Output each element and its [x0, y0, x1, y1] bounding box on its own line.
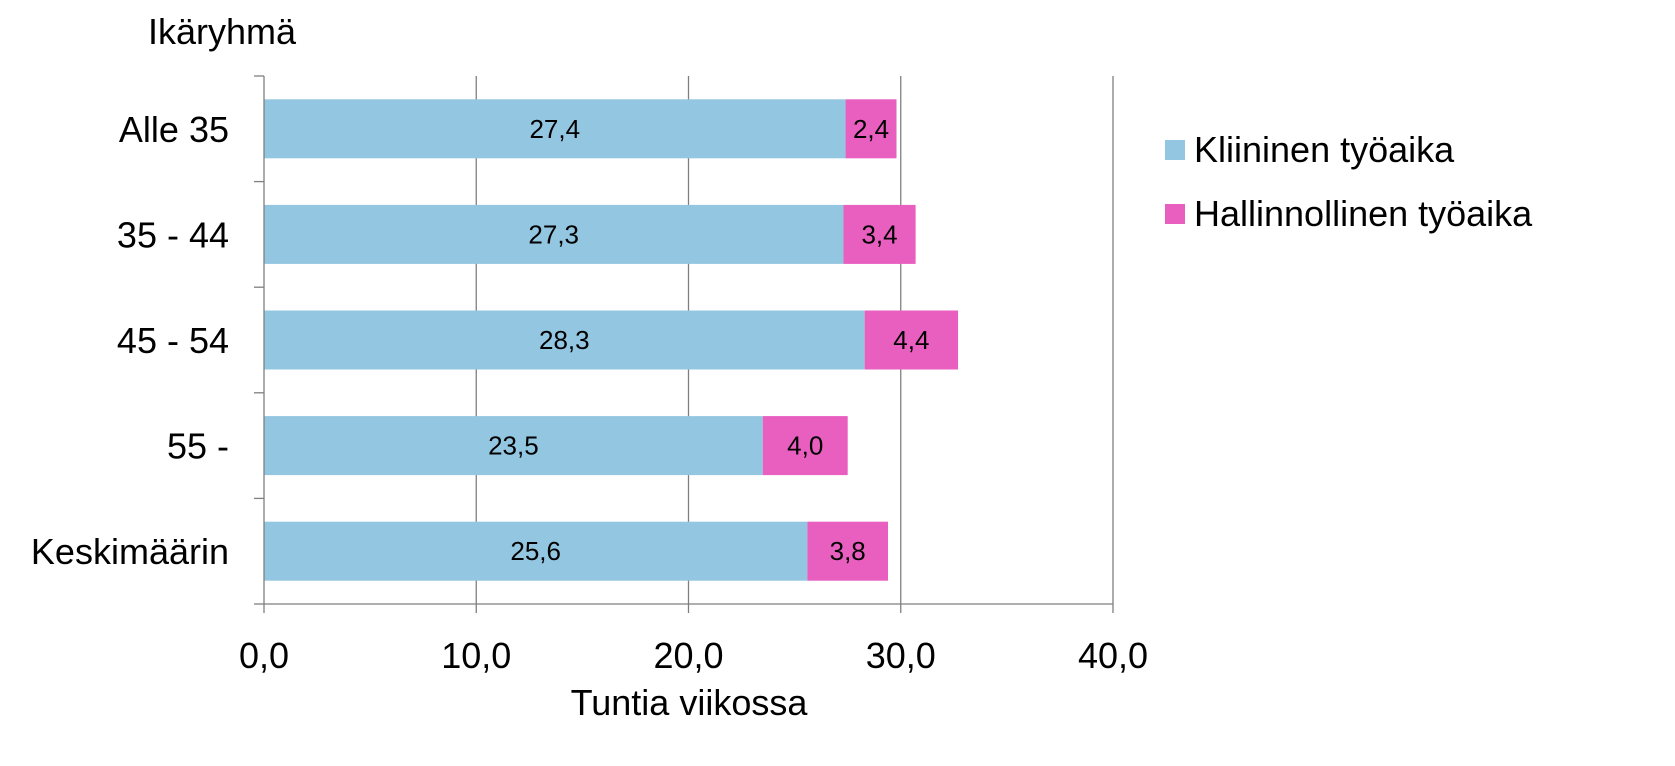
x-tick-label: 40,0 — [1078, 635, 1148, 676]
category-label: 55 - — [167, 426, 229, 467]
x-tick-label: 10,0 — [441, 635, 511, 676]
category-label: Keskimäärin — [31, 531, 229, 572]
x-axis-title: Tuntia viikossa — [571, 682, 809, 723]
data-label: 25,6 — [510, 536, 561, 566]
x-tick-label: 0,0 — [239, 635, 289, 676]
legend-swatch — [1165, 140, 1185, 160]
data-label: 2,4 — [853, 114, 889, 144]
category-label: 35 - 44 — [117, 214, 229, 255]
category-label: Alle 35 — [119, 109, 229, 150]
data-label: 3,4 — [861, 219, 897, 249]
axes: Alle 35 35 - 44 45 - 54 55 - Keskimäärin 0,0 1… — [31, 75, 1148, 676]
x-tick-label: 20,0 — [653, 635, 723, 676]
category-label: 45 - 54 — [117, 320, 229, 361]
bar-segment — [264, 310, 865, 370]
bar-segment — [845, 99, 897, 159]
data-label: 27,3 — [528, 219, 579, 249]
data-label: 4,0 — [787, 431, 823, 461]
bar-segment — [807, 521, 889, 581]
data-label: 27,4 — [529, 114, 580, 144]
bar-segment — [864, 310, 959, 370]
bar-group: 27,4 2,4 27,3 3,4 28,3 4,4 23,5 4,0 25,6 3,8 — [264, 99, 959, 581]
legend: Kliininen työaika Hallinnollinen työaika — [1165, 129, 1533, 234]
bar-segment — [264, 204, 844, 264]
legend-label: Hallinnollinen työaika — [1194, 193, 1533, 234]
bar-segment — [843, 204, 916, 264]
data-label: 3,8 — [830, 536, 866, 566]
bar-segment — [264, 521, 808, 581]
y-axis-title: Ikäryhmä — [148, 11, 297, 52]
bar-segment — [264, 99, 846, 159]
legend-label: Kliininen työaika — [1194, 129, 1455, 170]
legend-item: Kliininen työaika — [1165, 129, 1455, 170]
data-label: 28,3 — [539, 325, 590, 355]
legend-swatch — [1165, 204, 1185, 224]
bar-segment — [762, 416, 848, 476]
data-label: 4,4 — [893, 325, 929, 355]
x-tick-label: 30,0 — [866, 635, 936, 676]
data-label: 23,5 — [488, 431, 539, 461]
bar-segment — [264, 416, 763, 476]
legend-item: Hallinnollinen työaika — [1165, 193, 1533, 234]
